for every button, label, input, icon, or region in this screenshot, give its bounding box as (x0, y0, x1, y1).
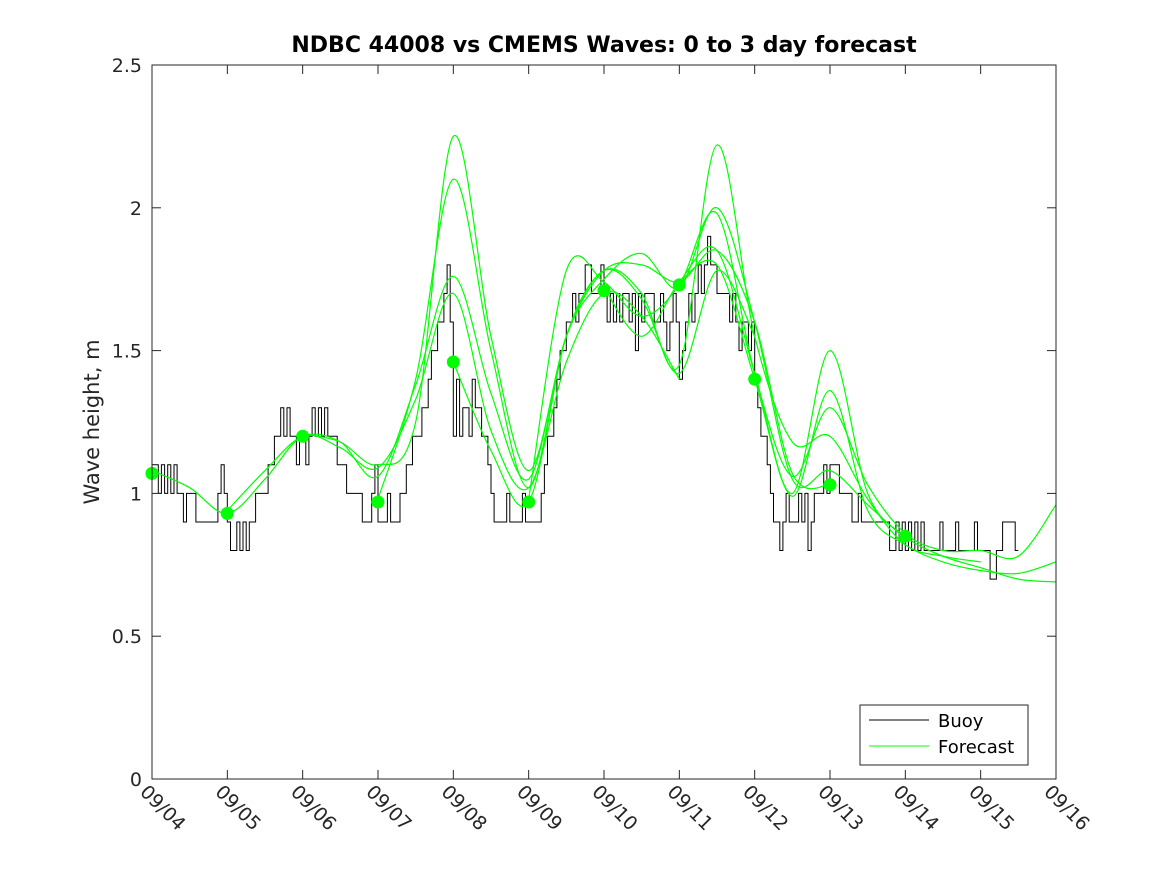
legend-box (859, 704, 1029, 766)
forecast-init-point (898, 529, 912, 543)
y-tick-label: 2.5 (112, 55, 142, 77)
series-layer (145, 135, 1057, 583)
plot-frame (151, 64, 1057, 780)
forecast-init-point (823, 478, 837, 492)
forecast-line-5 (452, 144, 981, 563)
forecast-init-point (522, 495, 536, 509)
forecast-line-3 (302, 135, 831, 490)
forecast-init-point (446, 355, 460, 369)
plot-area (152, 65, 1056, 779)
forecast-init-point (371, 495, 385, 509)
y-axis-label: Wave height, m (80, 339, 104, 504)
forecast-line-1 (151, 291, 680, 515)
forecast-init-point (597, 284, 611, 298)
y-tick-label: 0 (130, 769, 142, 791)
forecast-init-point (672, 278, 686, 292)
legend: Buoy Forecast (859, 704, 1029, 766)
legend-buoy-label: Buoy (938, 711, 984, 732)
forecast-init-point (296, 429, 310, 443)
forecast-line-8 (678, 259, 1057, 575)
y-tick-label: 0.5 (112, 626, 142, 648)
y-tick-label: 2 (130, 198, 142, 220)
y-tick-label: 1.5 (112, 341, 142, 363)
forecast-line-6 (528, 210, 1057, 560)
buoy-line (152, 235, 1019, 580)
legend-forecast-label: Forecast (938, 737, 1014, 758)
forecast-init-point (748, 372, 762, 386)
chart-title: NDBC 44008 vs CMEMS Waves: 0 to 3 day fo… (291, 33, 917, 58)
y-tick-label: 1 (130, 483, 142, 505)
forecast-init-point (220, 506, 234, 520)
